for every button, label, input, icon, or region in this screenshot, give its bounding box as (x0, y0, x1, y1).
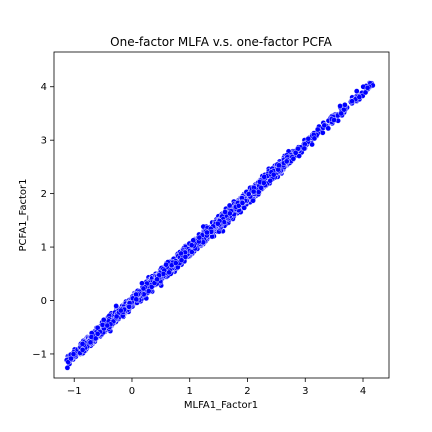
data-point (276, 162, 282, 169)
data-point (64, 364, 71, 371)
data-point (331, 117, 337, 123)
data-point (319, 129, 326, 136)
data-point (337, 103, 343, 109)
data-point (250, 188, 257, 195)
data-point (356, 94, 363, 100)
x-axis-label: MLFA1_Factor1 (184, 400, 258, 411)
x-tick-label: 1 (187, 386, 193, 397)
data-point (172, 260, 179, 266)
data-point (68, 355, 74, 362)
data-point (362, 89, 369, 96)
chart-title: One-factor MLFA v.s. one-factor PCFA (110, 35, 333, 49)
data-point (182, 254, 189, 260)
x-tick-label: 4 (360, 386, 366, 397)
data-point (190, 237, 197, 244)
data-point (178, 257, 185, 264)
y-tick-label: 2 (41, 189, 47, 200)
data-point (145, 288, 152, 294)
data-point (241, 205, 247, 211)
data-point (133, 296, 140, 303)
y-tick-label: 3 (41, 136, 47, 147)
data-point (321, 122, 328, 129)
y-tick-label: 1 (41, 243, 47, 254)
x-tick-label: −1 (67, 386, 82, 397)
data-point (154, 276, 160, 283)
data-point (70, 351, 77, 357)
data-point (283, 158, 290, 165)
data-point (189, 249, 195, 255)
data-point (250, 197, 256, 204)
x-tick-label: 3 (302, 386, 308, 397)
data-point (100, 317, 107, 323)
data-point (353, 88, 360, 94)
data-point (364, 85, 371, 91)
data-point (188, 242, 195, 248)
data-point (166, 269, 172, 276)
data-point (349, 98, 355, 105)
data-point (226, 202, 233, 209)
data-point (104, 322, 111, 329)
data-point (270, 171, 277, 178)
x-tick-label: 2 (244, 386, 250, 397)
data-point (305, 135, 312, 142)
data-point (204, 229, 210, 236)
data-point (292, 149, 299, 156)
y-axis: −1 0 1 2 3 4 (32, 82, 54, 360)
data-point (245, 191, 252, 197)
data-point (99, 321, 106, 328)
data-point (87, 339, 94, 346)
y-tick-label: 0 (41, 296, 47, 307)
data-points (63, 80, 376, 371)
plot-frame (53, 51, 390, 379)
data-point (196, 234, 203, 241)
data-point (314, 126, 321, 133)
y-axis-label: PCFA1_Factor1 (18, 178, 29, 251)
data-point (113, 303, 119, 309)
data-point (338, 110, 345, 117)
data-point (79, 347, 86, 353)
data-point (309, 141, 315, 148)
data-point (117, 307, 124, 314)
data-point (258, 185, 264, 191)
data-point (215, 220, 221, 227)
data-point (261, 180, 267, 186)
data-point (139, 280, 145, 287)
data-point (163, 261, 169, 268)
data-point (227, 210, 233, 217)
data-point (235, 202, 242, 209)
data-point (311, 135, 318, 142)
data-point (113, 313, 120, 320)
data-point (148, 284, 155, 290)
data-point (325, 125, 332, 132)
data-point (296, 153, 302, 159)
data-point (261, 174, 268, 180)
y-tick-label: 4 (41, 82, 47, 93)
data-point (140, 285, 147, 292)
data-point (290, 155, 297, 162)
y-tick-label: −1 (32, 349, 47, 360)
x-axis: −1 0 1 2 3 4 (67, 378, 366, 397)
data-point (92, 335, 99, 342)
x-tick-label: 0 (129, 386, 135, 397)
data-point (267, 177, 274, 184)
data-point (79, 341, 86, 347)
data-point (126, 303, 132, 310)
data-point (301, 145, 308, 152)
data-point (239, 200, 246, 206)
data-point (222, 209, 228, 215)
